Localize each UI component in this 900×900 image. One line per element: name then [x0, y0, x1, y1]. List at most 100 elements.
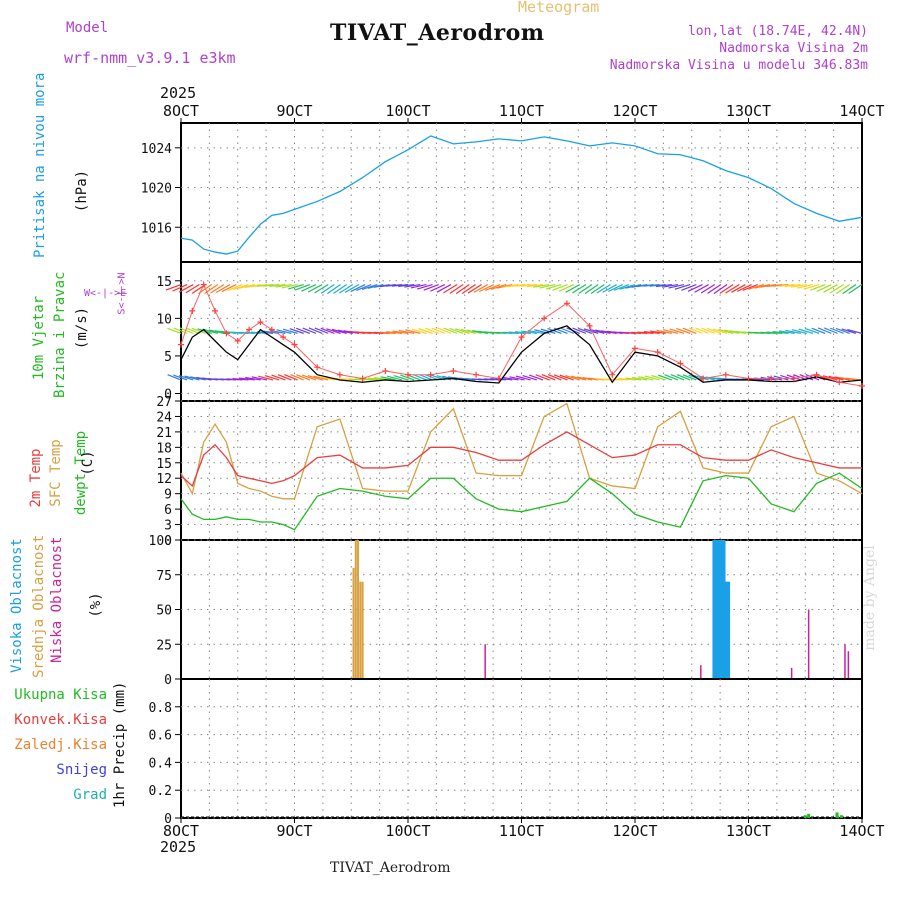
y-tick-label: 1016: [141, 221, 172, 236]
wind-barb: [232, 378, 249, 381]
wind-barb: [701, 327, 715, 334]
chart-subtitle: Meteogram: [518, 0, 600, 16]
wind-barb: [772, 331, 789, 334]
wind-barb: [676, 328, 691, 334]
wind-barb: [509, 376, 525, 381]
wind-barb: [387, 375, 403, 381]
wind-barb: [417, 283, 433, 290]
wind-barb: [172, 283, 188, 292]
cloud-high-bar: [714, 540, 719, 679]
y-tick-label: 24: [156, 410, 172, 425]
wind-barb: [724, 329, 740, 334]
wind-barb: [508, 331, 525, 334]
wind-barb: [847, 328, 863, 334]
gust-point: [200, 281, 207, 288]
wind-barb: [467, 284, 482, 294]
y-tick-label: 0.8: [149, 701, 172, 716]
top-year-label: 2025: [160, 84, 197, 102]
wind-barb: [386, 331, 402, 334]
wind-barb: [302, 327, 317, 334]
wind-barb: [649, 283, 666, 287]
y-tick-label: 6: [164, 503, 172, 518]
wind-barb: [473, 284, 489, 293]
wind-barb: [296, 374, 311, 381]
wind-barb: [238, 377, 255, 381]
cloud-low-bar: [844, 644, 846, 679]
wind-barb: [682, 374, 697, 381]
cloud-low-bar: [790, 667, 793, 679]
wind-barb: [179, 327, 194, 334]
temp-sfc-line: [180, 402, 863, 500]
wind-barb: [404, 283, 421, 288]
wind-barb: [320, 327, 335, 334]
wind-barb: [590, 284, 605, 294]
wind-barb: [811, 327, 826, 334]
gust-point: [495, 375, 502, 382]
wind-barb: [619, 283, 636, 290]
wind-barb: [314, 327, 329, 334]
top-day-label: 9OCT: [276, 102, 312, 120]
wind-barb: [203, 328, 218, 334]
wind-barb: [233, 283, 249, 291]
wind-barb: [713, 284, 728, 295]
cloud-high-bar: [716, 540, 721, 679]
wind-barb: [294, 283, 311, 291]
wind-barb: [326, 284, 341, 295]
wind-barb: [367, 377, 384, 381]
pressure-line: [180, 135, 863, 255]
wind-barb: [589, 328, 605, 334]
mean-wind-line: [180, 325, 863, 384]
wind-barb: [656, 329, 672, 334]
wind-barb: [406, 374, 421, 381]
gust-point: [382, 367, 389, 374]
gust-point: [450, 367, 457, 374]
wind-barb: [326, 328, 341, 334]
wind-barb: [560, 327, 574, 334]
wind-barb: [178, 374, 194, 381]
model-elevation-info: Nadmorska Visina u modelu 346.83m: [609, 58, 868, 73]
cloud-high-bar: [719, 540, 724, 679]
wind-barb: [490, 283, 507, 290]
cloud-high-bar: [721, 540, 726, 679]
wind-barb: [552, 283, 568, 291]
wind-barb: [264, 375, 280, 381]
gust-point: [291, 341, 298, 348]
wind-barb: [541, 374, 556, 381]
gust-line: [180, 283, 863, 387]
y-tick-label: 75: [156, 569, 172, 584]
wind-barb: [553, 374, 568, 381]
wind-barb: [664, 374, 679, 381]
wind-barb: [643, 331, 660, 334]
gust-point: [427, 371, 434, 378]
wind-barb: [803, 283, 820, 290]
bottom-day-label: 10OCT: [385, 822, 430, 840]
wind-barb: [190, 376, 206, 381]
wind-barb: [547, 374, 562, 381]
gust-point: [268, 326, 275, 333]
wind-barb: [431, 327, 446, 334]
wind-barb: [392, 330, 409, 334]
wind-barb: [502, 376, 519, 381]
wind-barb: [583, 328, 599, 334]
cloud-mid-bar: [352, 567, 355, 679]
wind-barb: [521, 330, 537, 334]
wind-barb: [269, 329, 286, 334]
y-tick-label: 9: [164, 488, 172, 503]
gust-point: [280, 334, 287, 341]
wind-barb: [676, 374, 691, 381]
wind-barb: [288, 283, 304, 290]
wind-barb: [571, 375, 587, 381]
wind-barb: [379, 331, 396, 334]
gust-point: [677, 360, 684, 367]
wind-barb: [718, 328, 734, 334]
wind-barb: [208, 329, 225, 334]
cloud-high-bar: [726, 581, 731, 679]
gust-point: [632, 345, 638, 352]
top-day-label: 13OCT: [726, 102, 771, 120]
wind-barb: [167, 327, 182, 334]
wind-barb: [657, 374, 673, 381]
wind-barb: [608, 283, 623, 292]
bottom-day-label: 8OCT: [163, 822, 199, 840]
wind-barb: [644, 375, 660, 381]
wind-barb: [455, 284, 470, 295]
